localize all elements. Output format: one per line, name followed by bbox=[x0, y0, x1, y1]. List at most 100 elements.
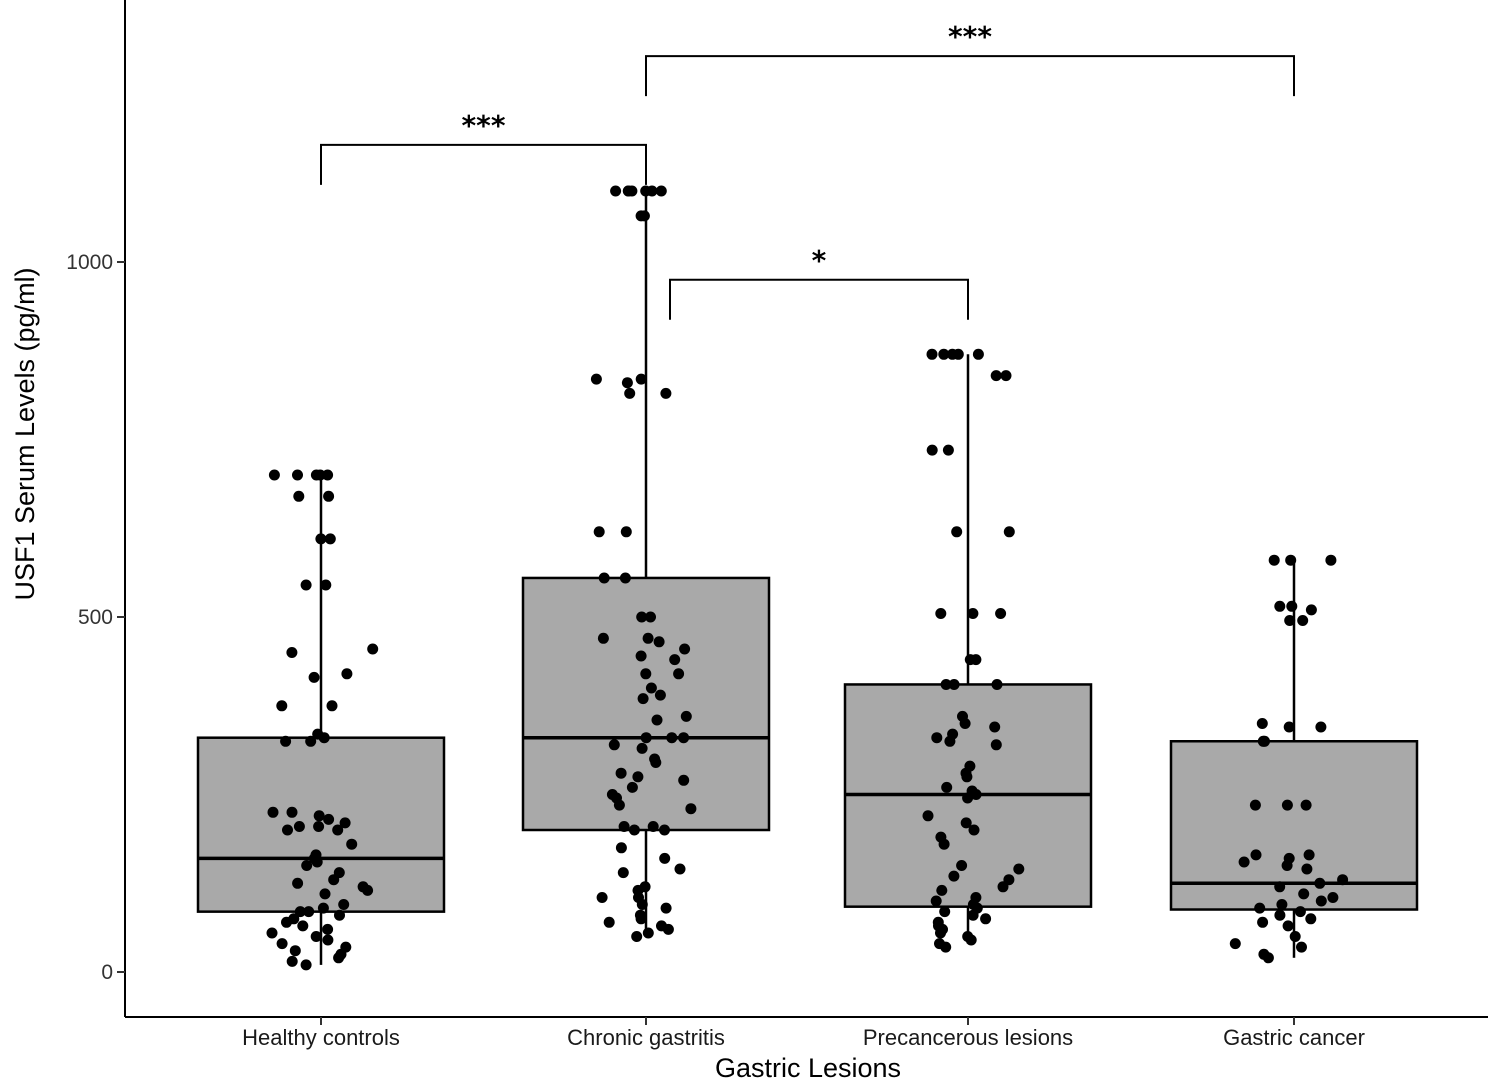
data-point bbox=[1238, 856, 1250, 868]
data-point bbox=[1281, 860, 1293, 871]
data-point bbox=[324, 533, 336, 545]
significance-label: *** bbox=[948, 20, 992, 53]
data-point bbox=[944, 735, 956, 747]
data-point bbox=[926, 348, 938, 360]
data-point bbox=[935, 608, 947, 619]
y-tick-label: 0 bbox=[101, 961, 113, 984]
data-point bbox=[646, 185, 658, 197]
data-point bbox=[942, 444, 954, 456]
data-point bbox=[608, 739, 620, 751]
data-point bbox=[590, 373, 602, 385]
data-point bbox=[642, 927, 654, 939]
data-point bbox=[939, 906, 951, 918]
data-point bbox=[636, 611, 648, 623]
data-point bbox=[315, 533, 327, 545]
y-axis-title: USF1 Serum Levels (pg/ml) bbox=[10, 267, 40, 600]
axes: 0 500 1000 Healthy controls Chronic gastriti… bbox=[66, 0, 1488, 1050]
data-point bbox=[338, 899, 350, 910]
data-point bbox=[660, 387, 672, 399]
data-point bbox=[1013, 863, 1025, 875]
data-point bbox=[597, 632, 609, 644]
significance-label: *** bbox=[462, 109, 506, 142]
data-point bbox=[1262, 952, 1274, 964]
data-point bbox=[956, 860, 968, 871]
data-point bbox=[626, 185, 638, 197]
box-2 bbox=[521, 191, 771, 937]
data-point bbox=[673, 668, 685, 680]
data-point bbox=[638, 210, 650, 222]
x-tick-label: Precancerous lesions bbox=[863, 1025, 1073, 1050]
significance-label: * bbox=[812, 244, 827, 277]
data-point bbox=[959, 718, 971, 729]
data-point bbox=[303, 906, 315, 918]
data-point bbox=[286, 647, 298, 658]
data-point bbox=[1286, 600, 1298, 612]
data-point bbox=[631, 931, 643, 942]
data-point bbox=[286, 806, 298, 818]
data-point bbox=[967, 909, 979, 921]
data-point bbox=[615, 842, 627, 854]
data-point bbox=[615, 767, 627, 779]
data-point bbox=[323, 490, 335, 502]
data-point bbox=[276, 700, 288, 712]
data-point bbox=[1327, 892, 1339, 903]
data-point bbox=[632, 771, 644, 783]
data-point bbox=[640, 668, 652, 680]
data-point bbox=[938, 348, 950, 360]
data-point bbox=[655, 185, 667, 197]
data-point bbox=[948, 870, 960, 882]
data-point bbox=[1325, 554, 1337, 566]
data-point bbox=[659, 824, 670, 836]
data-point bbox=[679, 643, 691, 655]
data-point bbox=[970, 789, 982, 800]
data-point bbox=[645, 611, 656, 623]
box-iqr bbox=[1169, 740, 1419, 911]
data-point bbox=[1314, 877, 1326, 889]
data-point bbox=[669, 654, 681, 666]
data-point bbox=[654, 689, 666, 701]
data-point bbox=[334, 909, 345, 921]
data-point bbox=[1296, 941, 1307, 953]
data-point bbox=[1249, 799, 1261, 811]
data-point bbox=[598, 572, 610, 584]
data-point bbox=[300, 959, 312, 971]
data-point bbox=[662, 923, 674, 935]
data-point bbox=[980, 913, 992, 925]
data-point bbox=[922, 810, 934, 822]
data-point bbox=[965, 934, 977, 946]
data-point bbox=[635, 650, 647, 662]
data-point bbox=[637, 693, 649, 705]
data-point bbox=[326, 700, 338, 712]
data-point bbox=[991, 679, 1003, 690]
data-point bbox=[323, 813, 335, 825]
data-point bbox=[311, 856, 323, 868]
data-point bbox=[1294, 906, 1306, 918]
data-point bbox=[346, 838, 358, 850]
data-point bbox=[1274, 881, 1286, 893]
data-point bbox=[1289, 931, 1301, 942]
data-point bbox=[941, 781, 953, 793]
data-point bbox=[596, 892, 608, 903]
data-point bbox=[1315, 721, 1327, 733]
data-point bbox=[1274, 909, 1286, 921]
data-point bbox=[1305, 913, 1317, 925]
data-point bbox=[660, 902, 672, 914]
data-point bbox=[1229, 938, 1241, 950]
data-point bbox=[1315, 895, 1327, 907]
data-point bbox=[308, 671, 320, 683]
data-point bbox=[624, 387, 636, 399]
data-point bbox=[1257, 735, 1269, 747]
data-point bbox=[1298, 888, 1310, 900]
data-point bbox=[990, 370, 1002, 382]
data-point bbox=[940, 941, 952, 953]
significance-bracket: *** bbox=[645, 20, 1295, 97]
data-point bbox=[310, 469, 322, 481]
data-point bbox=[970, 654, 982, 666]
data-point bbox=[341, 668, 353, 680]
data-point bbox=[653, 636, 665, 648]
data-point bbox=[1303, 849, 1315, 861]
data-point bbox=[281, 916, 292, 928]
data-point bbox=[951, 526, 963, 538]
